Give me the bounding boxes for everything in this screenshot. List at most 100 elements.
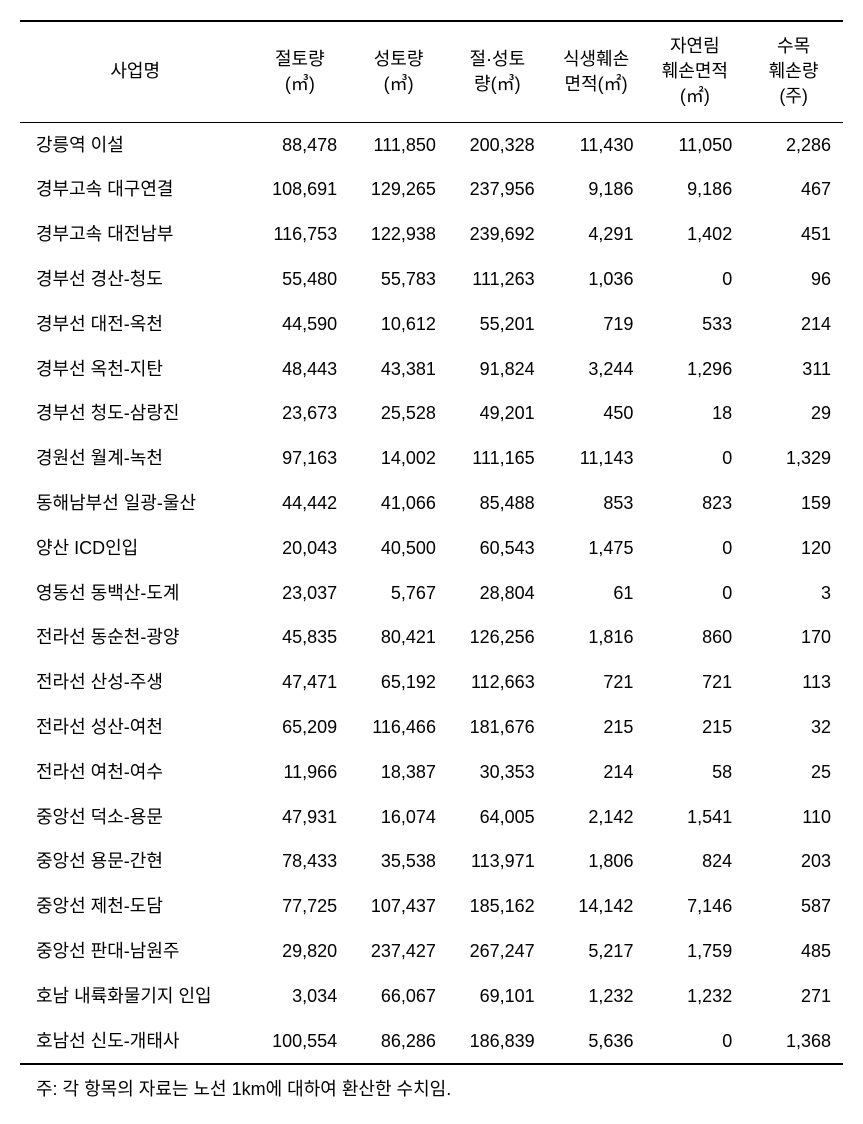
row-value: 200,328 bbox=[448, 122, 547, 167]
row-value: 25 bbox=[744, 750, 843, 795]
row-name: 양산 ICD인입 bbox=[20, 526, 250, 571]
row-value: 1,816 bbox=[547, 615, 646, 660]
row-value: 215 bbox=[645, 705, 744, 750]
row-value: 40,500 bbox=[349, 526, 448, 571]
row-value: 267,247 bbox=[448, 929, 547, 974]
row-value: 111,850 bbox=[349, 122, 448, 167]
column-header-name: 사업명 bbox=[20, 21, 250, 122]
row-value: 5,767 bbox=[349, 571, 448, 616]
table-row: 전라선 동순천-광양45,83580,421126,2561,816860170 bbox=[20, 615, 843, 660]
row-value: 1,368 bbox=[744, 1019, 843, 1065]
column-header-veg: 식생훼손면적(㎡) bbox=[547, 21, 646, 122]
row-value: 450 bbox=[547, 391, 646, 436]
column-header-cutfill: 절·성토량(㎥) bbox=[448, 21, 547, 122]
column-header-fill: 성토량(㎥) bbox=[349, 21, 448, 122]
row-value: 110 bbox=[744, 795, 843, 840]
row-value: 88,478 bbox=[250, 122, 349, 167]
row-name: 중앙선 용문-간현 bbox=[20, 839, 250, 884]
row-value: 44,590 bbox=[250, 302, 349, 347]
table-row: 동해남부선 일광-울산44,44241,06685,488853823159 bbox=[20, 481, 843, 526]
row-value: 185,162 bbox=[448, 884, 547, 929]
row-value: 214 bbox=[744, 302, 843, 347]
table-header: 사업명 절토량 (㎥) 성토량(㎥) 절·성토량(㎥) 식생훼손면적(㎡) 자연림… bbox=[20, 21, 843, 122]
row-value: 32 bbox=[744, 705, 843, 750]
row-value: 61 bbox=[547, 571, 646, 616]
column-header-forest: 자연림훼손면적(㎡) bbox=[645, 21, 744, 122]
row-value: 18,387 bbox=[349, 750, 448, 795]
row-value: 721 bbox=[645, 660, 744, 705]
row-value: 78,433 bbox=[250, 839, 349, 884]
row-name: 강릉역 이설 bbox=[20, 122, 250, 167]
row-value: 587 bbox=[744, 884, 843, 929]
row-value: 29 bbox=[744, 391, 843, 436]
header-unit: (㎥) bbox=[384, 74, 414, 94]
row-value: 14,002 bbox=[349, 436, 448, 481]
row-value: 28,804 bbox=[448, 571, 547, 616]
row-value: 91,824 bbox=[448, 347, 547, 392]
row-value: 116,466 bbox=[349, 705, 448, 750]
row-value: 86,286 bbox=[349, 1019, 448, 1065]
row-value: 237,427 bbox=[349, 929, 448, 974]
row-value: 66,067 bbox=[349, 974, 448, 1019]
row-value: 215 bbox=[547, 705, 646, 750]
row-value: 0 bbox=[645, 526, 744, 571]
row-name: 전라선 성산-여천 bbox=[20, 705, 250, 750]
row-value: 824 bbox=[645, 839, 744, 884]
row-value: 11,966 bbox=[250, 750, 349, 795]
table-row: 중앙선 판대-남원주29,820237,427267,2475,2171,759… bbox=[20, 929, 843, 974]
row-value: 0 bbox=[645, 1019, 744, 1065]
table-row: 호남선 신도-개태사100,55486,286186,8395,63601,36… bbox=[20, 1019, 843, 1065]
row-value: 239,692 bbox=[448, 212, 547, 257]
row-value: 4,291 bbox=[547, 212, 646, 257]
row-value: 65,192 bbox=[349, 660, 448, 705]
header-unit: (㎥) bbox=[285, 74, 315, 94]
row-value: 11,050 bbox=[645, 122, 744, 167]
header-label: 사업명 bbox=[110, 61, 160, 81]
row-value: 49,201 bbox=[448, 391, 547, 436]
table-row: 전라선 여천-여수11,96618,38730,3532145825 bbox=[20, 750, 843, 795]
row-name: 경부고속 대전남부 bbox=[20, 212, 250, 257]
row-value: 1,541 bbox=[645, 795, 744, 840]
row-value: 77,725 bbox=[250, 884, 349, 929]
table-row: 양산 ICD인입20,04340,50060,5431,4750120 bbox=[20, 526, 843, 571]
row-value: 9,186 bbox=[547, 167, 646, 212]
row-value: 1,232 bbox=[645, 974, 744, 1019]
row-value: 100,554 bbox=[250, 1019, 349, 1065]
table-row: 경부고속 대구연결108,691129,265237,9569,1869,186… bbox=[20, 167, 843, 212]
row-value: 11,430 bbox=[547, 122, 646, 167]
row-value: 47,931 bbox=[250, 795, 349, 840]
table-row: 전라선 성산-여천65,209116,466181,67621521532 bbox=[20, 705, 843, 750]
row-value: 20,043 bbox=[250, 526, 349, 571]
row-value: 111,165 bbox=[448, 436, 547, 481]
row-value: 113 bbox=[744, 660, 843, 705]
table-row: 경원선 월계-녹천97,16314,002111,16511,14301,329 bbox=[20, 436, 843, 481]
row-value: 9,186 bbox=[645, 167, 744, 212]
row-value: 5,636 bbox=[547, 1019, 646, 1065]
row-value: 47,471 bbox=[250, 660, 349, 705]
table-row: 경부선 청도-삼랑진23,67325,52849,2014501829 bbox=[20, 391, 843, 436]
row-value: 3,034 bbox=[250, 974, 349, 1019]
row-value: 1,402 bbox=[645, 212, 744, 257]
row-value: 181,676 bbox=[448, 705, 547, 750]
header-label: 절토량 bbox=[275, 49, 325, 69]
row-value: 55,201 bbox=[448, 302, 547, 347]
row-value: 108,691 bbox=[250, 167, 349, 212]
row-value: 126,256 bbox=[448, 615, 547, 660]
row-value: 111,263 bbox=[448, 257, 547, 302]
row-value: 18 bbox=[645, 391, 744, 436]
row-name: 경부선 경산-청도 bbox=[20, 257, 250, 302]
row-value: 3 bbox=[744, 571, 843, 616]
row-name: 중앙선 판대-남원주 bbox=[20, 929, 250, 974]
table-row: 영동선 동백산-도계23,0375,76728,8046103 bbox=[20, 571, 843, 616]
row-value: 44,442 bbox=[250, 481, 349, 526]
row-value: 1,806 bbox=[547, 839, 646, 884]
row-value: 129,265 bbox=[349, 167, 448, 212]
row-value: 0 bbox=[645, 436, 744, 481]
row-value: 533 bbox=[645, 302, 744, 347]
row-value: 1,232 bbox=[547, 974, 646, 1019]
row-value: 1,759 bbox=[645, 929, 744, 974]
row-value: 860 bbox=[645, 615, 744, 660]
row-value: 203 bbox=[744, 839, 843, 884]
row-value: 14,142 bbox=[547, 884, 646, 929]
table-row: 중앙선 제천-도담77,725107,437185,16214,1427,146… bbox=[20, 884, 843, 929]
